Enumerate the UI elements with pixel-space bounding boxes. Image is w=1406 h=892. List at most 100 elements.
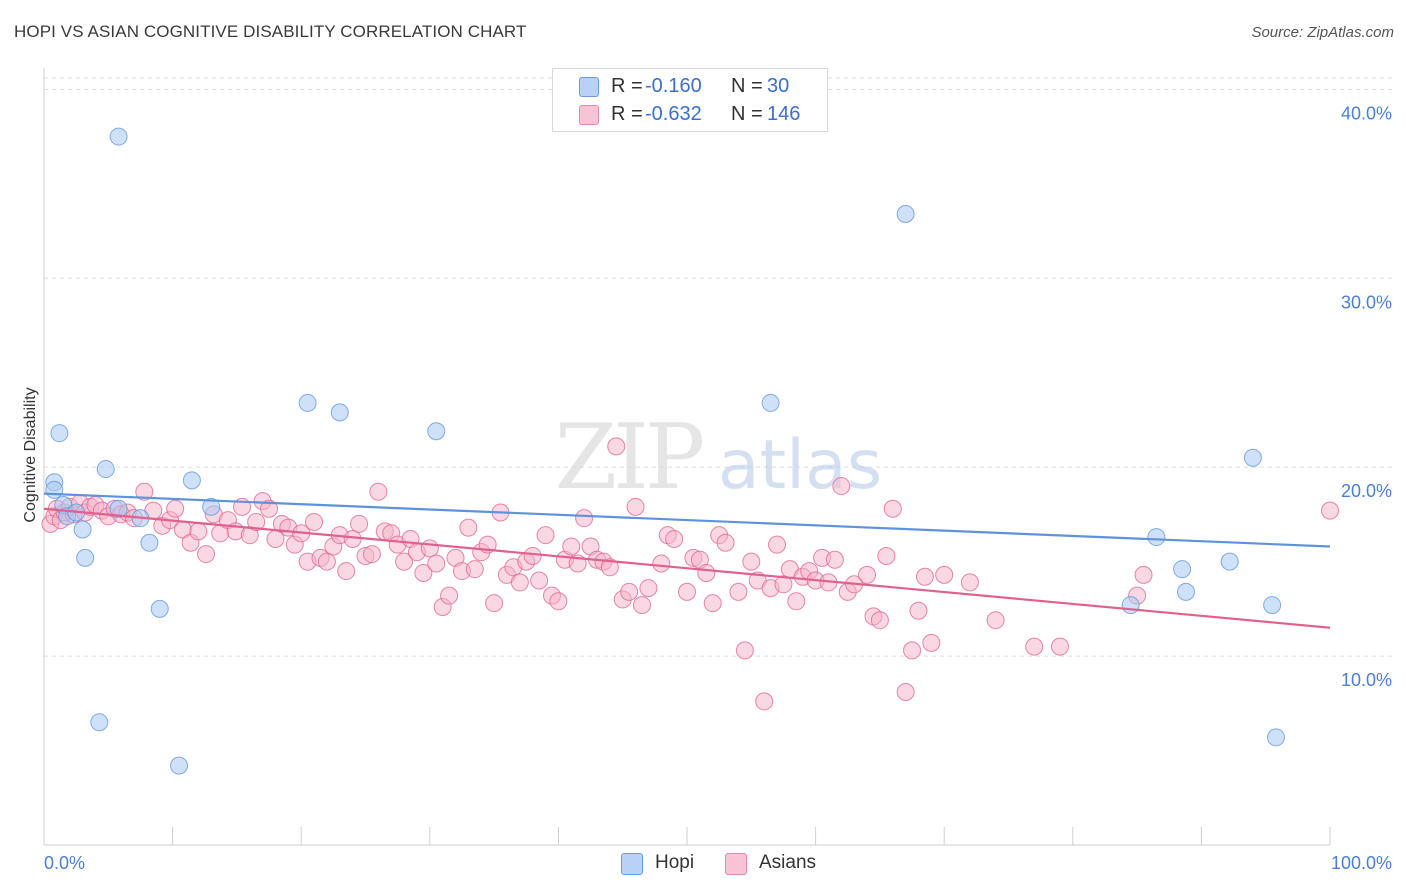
- asian-point: [166, 499, 185, 518]
- asian-point: [935, 565, 954, 584]
- legend-r-value: -0.632: [645, 103, 702, 125]
- chart-title: HOPI VS ASIAN COGNITIVE DISABILITY CORRE…: [14, 22, 527, 41]
- asian-point: [922, 633, 941, 652]
- asian-point: [1025, 637, 1044, 656]
- asian-point: [755, 692, 774, 711]
- hopi-point: [73, 520, 92, 539]
- asian-point: [632, 596, 651, 615]
- asian-point: [607, 437, 626, 456]
- asian-point: [903, 641, 922, 660]
- y-tick-label: 30.0%: [1341, 292, 1392, 312]
- source-label: Source: ZipAtlas.com: [1251, 24, 1394, 41]
- asian-point: [427, 554, 446, 573]
- asian-point: [787, 592, 806, 611]
- legend-row-asians: R = -0.632 N = 146: [553, 100, 827, 128]
- asian-point: [909, 601, 928, 620]
- hopi-point: [182, 471, 201, 490]
- asian-point: [1050, 637, 1069, 656]
- asian-point: [960, 573, 979, 592]
- legend-r-label: R =: [611, 103, 643, 125]
- hopi-point: [1263, 596, 1282, 615]
- hopi-point: [1220, 552, 1239, 571]
- axes: [43, 68, 1331, 846]
- asian-point: [768, 535, 787, 554]
- asian-point: [1321, 501, 1339, 520]
- hopi-point: [76, 548, 95, 567]
- hopi-point: [109, 127, 128, 146]
- asian-point: [716, 533, 735, 552]
- correlation-legend: R = -0.160 N = 30 R = -0.632 N = 146: [552, 68, 828, 132]
- asian-point: [369, 482, 388, 501]
- bottom-legend-label: Asians: [759, 852, 817, 873]
- asian-point: [742, 552, 761, 571]
- asian-point: [465, 560, 484, 579]
- hopi-point: [170, 756, 189, 775]
- asian-point: [362, 545, 381, 564]
- asian-point: [986, 611, 1005, 630]
- asian-point: [1134, 565, 1153, 584]
- asian-point: [260, 499, 279, 518]
- asian-point: [697, 563, 716, 582]
- bottom-legend-swatch-hopi: [621, 853, 643, 875]
- asian-point: [459, 518, 478, 537]
- x-tick-label: 0.0%: [44, 853, 85, 873]
- asian-point: [530, 571, 549, 590]
- asian-point: [562, 537, 581, 556]
- asian-point: [915, 567, 934, 586]
- asian-point: [485, 594, 504, 613]
- legend-n-value: 146: [767, 103, 801, 125]
- asian-point: [575, 509, 594, 528]
- hopi-point: [140, 533, 159, 552]
- hopi-point: [427, 422, 446, 441]
- asian-point: [247, 512, 266, 531]
- asian-point: [420, 539, 439, 558]
- asian-point: [440, 586, 459, 605]
- hopi-point: [150, 599, 169, 618]
- asian-point: [652, 554, 671, 573]
- asian-point: [523, 546, 542, 565]
- asian-point: [825, 550, 844, 569]
- bottom-legend-label: Hopi: [655, 852, 695, 873]
- asian-point: [414, 563, 433, 582]
- legend-swatch-asians: [579, 105, 599, 125]
- x-tick-label: 100.0%: [1331, 853, 1392, 873]
- asian-point: [600, 558, 619, 577]
- asian-point: [883, 499, 902, 518]
- y-axis-label: Cognitive Disability: [22, 387, 39, 522]
- data-points: [41, 127, 1339, 775]
- asian-point: [639, 579, 658, 598]
- asian-point: [665, 529, 684, 548]
- bottom-legend-swatch-asians: [725, 853, 747, 875]
- hopi-point: [109, 499, 128, 518]
- legend-r-label: R =: [611, 75, 643, 97]
- asian-point: [189, 522, 208, 541]
- hopi-point: [1147, 528, 1166, 547]
- asian-point: [620, 582, 639, 601]
- trend-lines: [43, 492, 1331, 629]
- asian-point: [350, 514, 369, 533]
- hopi-point: [298, 393, 317, 412]
- asian-point: [626, 497, 645, 516]
- legend-row-hopi: R = -0.160 N = 30: [553, 72, 827, 100]
- asian-point: [735, 641, 754, 660]
- y-tick-label: 40.0%: [1341, 103, 1392, 123]
- tick-labels: 10.0% 20.0% 30.0% 40.0% 0.0% 100.0%: [44, 103, 1392, 873]
- asian-point: [877, 546, 896, 565]
- asian-point: [135, 482, 154, 501]
- hopi-point: [1243, 448, 1262, 467]
- asian-point: [729, 582, 748, 601]
- hopi-point: [90, 713, 109, 732]
- asian-point: [197, 545, 216, 564]
- hopi-point: [50, 424, 69, 443]
- hopi-point: [1266, 728, 1285, 747]
- watermark-zip: ZIP: [555, 405, 703, 510]
- watermark: ZIP atlas: [555, 405, 882, 510]
- asian-point: [896, 682, 915, 701]
- legend-n-label: N =: [731, 75, 763, 97]
- y-tick-label: 10.0%: [1341, 670, 1392, 690]
- asian-point: [870, 611, 889, 630]
- asian-point: [536, 526, 555, 545]
- hopi-point: [896, 205, 915, 224]
- asian-point: [317, 552, 336, 571]
